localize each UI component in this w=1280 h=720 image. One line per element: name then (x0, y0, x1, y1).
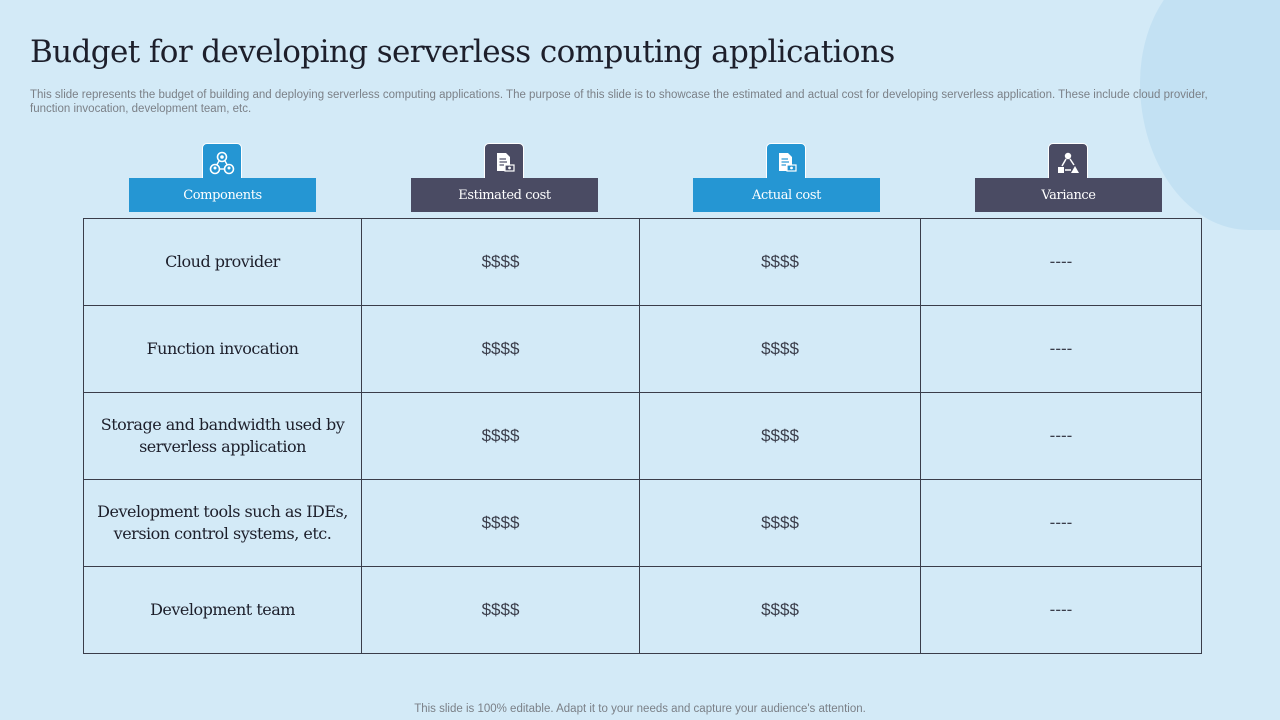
actual-cost-cell: $$$$ (639, 479, 921, 567)
table-row: Function invocation $$$$ $$$$ ---- (83, 305, 1202, 393)
column-header-estimated-cost: Estimated cost (411, 143, 598, 212)
estimated-cost-cell: $$$$ (361, 566, 640, 654)
actual-cost-cell: $$$$ (639, 218, 921, 306)
actual-cost-cell: $$$$ (639, 392, 921, 480)
variance-icon (1048, 143, 1088, 183)
budget-table: Cloud provider $$$$ $$$$ ---- Function i… (83, 218, 1202, 654)
column-label: Actual cost (693, 178, 880, 212)
table-row: Development team $$$$ $$$$ ---- (83, 566, 1202, 654)
variance-cell: ---- (920, 479, 1202, 567)
table-row: Cloud provider $$$$ $$$$ ---- (83, 218, 1202, 306)
column-label: Estimated cost (411, 178, 598, 212)
column-label: Components (129, 178, 316, 212)
component-cell: Cloud provider (83, 218, 362, 306)
slide-title: Budget for developing serverless computi… (30, 34, 895, 70)
column-label: Variance (975, 178, 1162, 212)
estimated-cost-cell: $$$$ (361, 392, 640, 480)
variance-cell: ---- (920, 305, 1202, 393)
estimated-cost-cell: $$$$ (361, 305, 640, 393)
team-network-icon (202, 143, 242, 183)
table-row: Development tools such as IDEs, version … (83, 479, 1202, 567)
variance-cell: ---- (920, 392, 1202, 480)
document-money-icon (766, 143, 806, 183)
component-cell: Function invocation (83, 305, 362, 393)
variance-cell: ---- (920, 566, 1202, 654)
actual-cost-cell: $$$$ (639, 305, 921, 393)
component-cell: Storage and bandwidth used by serverless… (83, 392, 362, 480)
variance-cell: ---- (920, 218, 1202, 306)
estimated-cost-cell: $$$$ (361, 479, 640, 567)
slide-subtitle: This slide represents the budget of buil… (30, 89, 1208, 115)
column-header-actual-cost: Actual cost (693, 143, 880, 212)
estimated-cost-cell: $$$$ (361, 218, 640, 306)
document-money-icon (484, 143, 524, 183)
slide-footer: This slide is 100% editable. Adapt it to… (414, 703, 866, 715)
actual-cost-cell: $$$$ (639, 566, 921, 654)
component-cell: Development team (83, 566, 362, 654)
table-row: Storage and bandwidth used by serverless… (83, 392, 1202, 480)
column-header-variance: Variance (975, 143, 1162, 212)
column-header-components: Components (129, 143, 316, 212)
component-cell: Development tools such as IDEs, version … (83, 479, 362, 567)
